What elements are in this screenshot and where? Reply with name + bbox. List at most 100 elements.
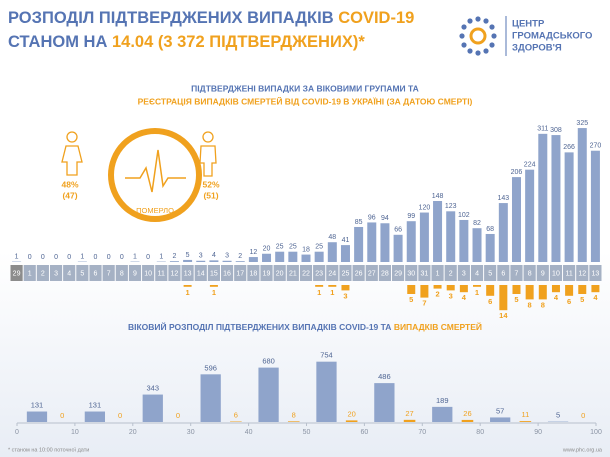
value-label: 131 — [89, 401, 102, 410]
date-cell — [457, 265, 470, 281]
x-tick-label: 13 — [592, 270, 600, 277]
bar — [525, 169, 535, 262]
x-tick-label: 4 — [67, 270, 71, 277]
bar — [577, 128, 587, 262]
bar — [288, 251, 298, 262]
bar — [314, 251, 324, 262]
value-label: 5 — [186, 252, 190, 259]
death-bar — [287, 421, 300, 422]
bar — [433, 201, 443, 262]
bar — [235, 261, 245, 262]
date-cell — [10, 265, 23, 281]
value-label: 270 — [590, 143, 602, 150]
date-cell — [247, 265, 260, 281]
gender-panel — [61, 128, 217, 222]
death-label: 1 — [330, 288, 334, 297]
logo-text: ЗДОРОВ'Я — [512, 43, 562, 54]
date-cell — [142, 265, 155, 281]
death-label: 2 — [435, 290, 439, 299]
value-label: 4 — [212, 252, 216, 259]
date-cell — [510, 265, 523, 281]
bar — [248, 257, 258, 262]
x-tick-label: 7 — [515, 270, 519, 277]
value-label: 266 — [563, 144, 575, 151]
x-tick-label: 29 — [13, 270, 21, 277]
value-label: 6 — [234, 411, 238, 420]
x-tick-label: 11 — [565, 270, 572, 277]
value-label: 2 — [172, 253, 176, 260]
bar — [432, 406, 453, 422]
x-tick-label: 25 — [342, 270, 350, 277]
value-label: 102 — [458, 212, 470, 219]
date-cell — [523, 265, 536, 281]
date-cell — [76, 265, 89, 281]
x-tick-label: 9 — [133, 270, 137, 277]
bar — [169, 261, 179, 262]
value-label: 1 — [159, 253, 163, 260]
x-tick-label: 4 — [475, 270, 479, 277]
x-tick-label: 29 — [394, 270, 402, 277]
title-line2: СТАНОМ НА 14.04 (3 372 ПІДТВЕРДЖЕНИХ)* — [8, 33, 365, 51]
bar — [498, 203, 508, 262]
x-tick-label: 9 — [541, 270, 545, 277]
x-tick-label: 5 — [80, 270, 84, 277]
x-tick-label: 12 — [171, 270, 179, 277]
date-cell — [378, 265, 392, 281]
bar — [485, 233, 495, 262]
date-cell — [418, 265, 431, 281]
x-tick-label: 6 — [94, 270, 98, 277]
death-bar — [407, 285, 416, 294]
value-label: 12 — [249, 249, 257, 256]
x-tick-label: 5 — [488, 270, 492, 277]
date-cell — [115, 265, 128, 281]
date-cell — [194, 265, 207, 281]
title-text: СТАНОМ НА — [8, 33, 112, 51]
center-label: ПОМЕРЛО — [136, 206, 174, 215]
bar — [316, 361, 337, 422]
value-label: 48 — [328, 234, 336, 241]
bar — [446, 211, 456, 262]
female-percent: 48% — [61, 179, 78, 189]
bar — [222, 260, 232, 262]
x-tick-label: 17 — [236, 270, 244, 277]
logo-text: ГРОМАДСЬКОГО — [512, 31, 592, 42]
bar — [142, 394, 163, 422]
death-bar — [578, 285, 587, 294]
x-tick-label: 11 — [158, 270, 165, 277]
value-label: 20 — [263, 246, 271, 253]
value-label: 3 — [199, 253, 203, 260]
date-cell — [207, 265, 220, 281]
chart-subtitle: РЕЄСТРАЦІЯ ВИПАДКІВ СМЕРТЕЙ ВІД COVID-19… — [138, 95, 473, 106]
male-icon — [199, 131, 217, 177]
title-line1: РОЗПОДІЛ ПІДТВЕРДЖЕНИХ ВИПАДКІВ COVID-19 — [8, 9, 414, 27]
death-bar — [591, 285, 600, 293]
date-cell — [63, 265, 76, 281]
date-cell — [128, 265, 142, 281]
bar — [275, 251, 285, 262]
death-label: 1 — [212, 288, 216, 297]
value-label: 0 — [54, 254, 58, 261]
x-tick-label: 24 — [328, 270, 336, 277]
value-label: 20 — [347, 409, 355, 418]
death-label: 8 — [528, 300, 532, 309]
date-cell — [299, 265, 313, 281]
bar — [564, 152, 574, 262]
x-tick-label: 80 — [476, 429, 484, 436]
value-label: 224 — [524, 162, 536, 169]
bar — [196, 260, 206, 262]
death-label: 4 — [554, 293, 559, 302]
death-bar — [446, 285, 455, 291]
value-label: 148 — [432, 193, 444, 200]
bar — [327, 242, 337, 262]
male-percent: 52% — [202, 179, 219, 189]
date-cell — [313, 265, 326, 281]
date-cell — [576, 265, 589, 281]
death-label: 3 — [343, 291, 347, 300]
bar — [340, 245, 350, 262]
x-tick-label: 8 — [528, 270, 532, 277]
date-cell — [234, 265, 247, 281]
bar — [367, 222, 377, 262]
value-label: 0 — [41, 254, 45, 261]
